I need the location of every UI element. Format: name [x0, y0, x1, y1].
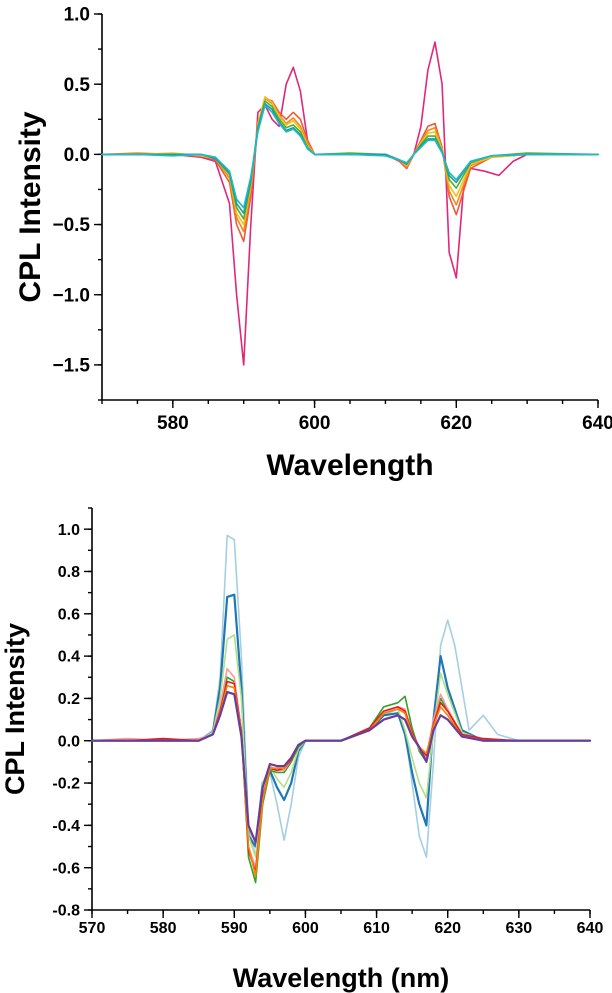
series-line-3	[101, 97, 599, 233]
series-line-4	[91, 676, 591, 884]
x-axis-title: Wavelength	[266, 449, 433, 482]
x-tick-label: 570	[79, 920, 106, 937]
y-tick-label: 0.0	[64, 145, 90, 166]
chart-panel-1: 580 600 620 640 1.0 0.5 0.0 −0.5 −1.0 −1.5 Wavelen…	[14, 5, 612, 482]
y-tick-label: -0.4	[52, 818, 80, 835]
x-tick-label: 580	[150, 920, 177, 937]
x-tick-label: 600	[299, 413, 331, 434]
series-line-7	[101, 104, 599, 209]
y-tick-label: -0.2	[52, 776, 80, 793]
y-tick-label: −0.5	[52, 215, 90, 236]
y-tick-label: -0.6	[52, 860, 80, 877]
x-tick-label: 640	[582, 413, 612, 434]
x-tick-label: 620	[434, 920, 461, 937]
y-tick-label: 0.6	[58, 606, 80, 623]
y-tick-label: 0.0	[58, 733, 80, 750]
y-tick-label: −1.5	[52, 356, 90, 377]
x-axis-title: Wavelength (nm)	[233, 963, 450, 993]
x-tick-label: 610	[363, 920, 390, 937]
y-tick-label: 0.8	[58, 564, 80, 581]
series-line-2	[101, 97, 599, 243]
y-tick-label: −1.0	[52, 285, 90, 306]
series-line-8	[90, 690, 592, 844]
y-tick-label: 0.5	[64, 75, 91, 96]
series-line-3	[91, 634, 591, 858]
y-axis-title: CPL Intensity	[14, 111, 47, 302]
y-axis-title: CPL Intensity	[0, 623, 30, 795]
series-line-7	[91, 684, 591, 877]
x-tick-label: 620	[440, 413, 472, 434]
series-line-6	[91, 680, 591, 873]
series-line-1	[101, 41, 599, 366]
y-tick-label: 1.0	[64, 5, 90, 26]
series-line-1	[91, 534, 591, 858]
y-tick-label: 0.4	[58, 649, 80, 666]
y-tick-label: 0.2	[58, 691, 80, 708]
x-tick-label: 640	[577, 920, 604, 937]
series-line-2	[90, 593, 592, 848]
x-tick-label: 580	[157, 413, 189, 434]
x-tick-label: 630	[506, 920, 533, 937]
y-tick-label: -0.8	[52, 903, 80, 920]
chart-panel-2: 570 580 590 600 610 620 630 640 1.0 0.8 0.6 0.4 0.2 0…	[0, 507, 604, 993]
x-tick-label: 600	[292, 920, 319, 937]
x-tick-label: 590	[221, 920, 248, 937]
series-line-5	[91, 667, 591, 869]
y-tick-label: 1.0	[58, 522, 80, 539]
series-line-6	[101, 103, 599, 215]
series-line-4	[101, 96, 599, 226]
series-line-5	[101, 100, 599, 220]
